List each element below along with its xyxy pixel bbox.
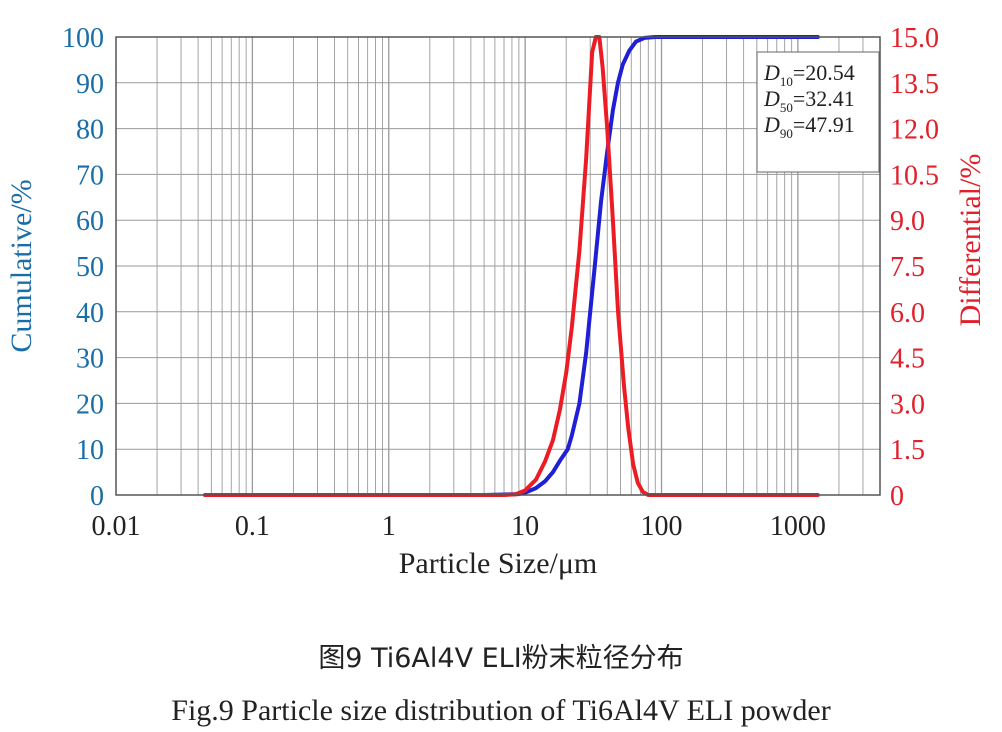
y-left-tick-label: 90 bbox=[76, 69, 104, 100]
y-axis-left-label: Cumulative/% bbox=[5, 179, 38, 352]
series-line-cumulative bbox=[203, 35, 820, 497]
x-tick-label: 0.1 bbox=[235, 511, 270, 542]
d-values-annotation: D10=20.54 D50=32.41 D90=47.91 bbox=[756, 51, 880, 173]
y-axis-right-label: Differential/% bbox=[954, 154, 987, 327]
x-tick-label: 0.01 bbox=[92, 511, 141, 542]
y-left-tick-label: 20 bbox=[76, 389, 104, 420]
plot-frame bbox=[115, 36, 881, 496]
y-right-tick-label: 12.0 bbox=[890, 115, 939, 146]
y-left-tick-label: 60 bbox=[76, 206, 104, 237]
x-tick-label: 10 bbox=[511, 511, 539, 542]
y-right-tick-label: 13.5 bbox=[890, 69, 939, 100]
curves bbox=[203, 35, 820, 497]
y-right-tick-label: 1.5 bbox=[890, 435, 925, 466]
particle-size-chart: 0.01 0.1 1 10 100 100001020304050607080901000… bbox=[5, 23, 987, 580]
y-right-tick-label: 6.0 bbox=[890, 298, 925, 329]
y-right-tick-label: 3.0 bbox=[890, 389, 925, 420]
x-tick-label: 1000 bbox=[770, 511, 826, 542]
tick-labels: 0.01 0.1 1 10 100 100001020304050607080901000… bbox=[62, 23, 939, 542]
y-right-tick-label: 10.5 bbox=[890, 160, 939, 191]
y-left-tick-label: 0 bbox=[90, 481, 104, 512]
figure-caption-english: Fig.9 Particle size distribution of Ti6A… bbox=[171, 694, 831, 727]
y-left-tick-label: 70 bbox=[76, 160, 104, 191]
x-tick-label: 1 bbox=[382, 511, 396, 542]
d90-label: D90=47.91 bbox=[763, 112, 855, 141]
grid bbox=[116, 36, 881, 496]
d10-label: D10=20.54 bbox=[763, 60, 855, 89]
x-tick-label: 100 bbox=[641, 511, 683, 542]
series-line-differential bbox=[203, 35, 820, 497]
figure-caption-chinese: 图9 Ti6Al4V ELI粉末粒径分布 bbox=[318, 643, 684, 674]
d50-label: D50=32.41 bbox=[763, 86, 855, 115]
y-right-tick-label: 9.0 bbox=[890, 206, 925, 237]
y-right-tick-label: 7.5 bbox=[890, 252, 925, 283]
y-left-tick-label: 50 bbox=[76, 252, 104, 283]
y-left-tick-label: 30 bbox=[76, 344, 104, 375]
x-axis-label: Particle Size/μm bbox=[399, 547, 598, 580]
annotation-box bbox=[756, 51, 880, 173]
y-right-tick-label: 15.0 bbox=[890, 23, 939, 54]
y-left-tick-label: 100 bbox=[62, 23, 104, 54]
y-left-tick-label: 10 bbox=[76, 435, 104, 466]
y-left-tick-label: 80 bbox=[76, 115, 104, 146]
y-right-tick-label: 0 bbox=[890, 481, 904, 512]
y-left-tick-label: 40 bbox=[76, 298, 104, 329]
y-right-tick-label: 4.5 bbox=[890, 344, 925, 375]
